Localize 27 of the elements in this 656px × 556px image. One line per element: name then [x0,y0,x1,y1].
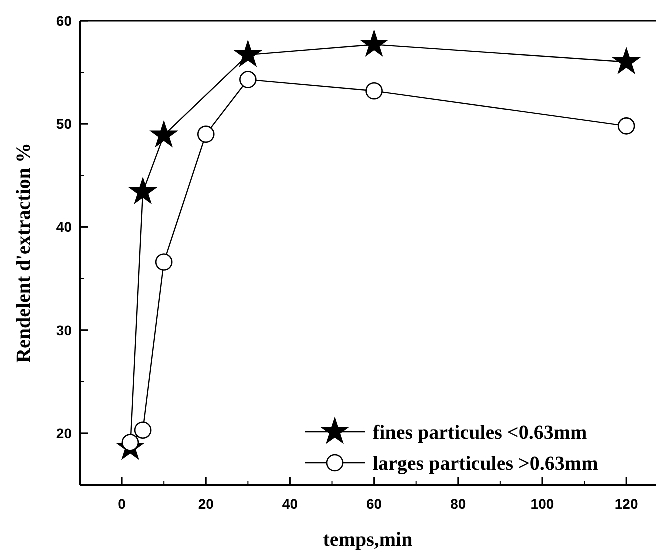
point [150,120,179,148]
y-tick-label: 30 [56,322,72,338]
y-tick-label: 20 [56,425,72,442]
point [155,254,173,271]
point [612,47,642,75]
legend-label: fines particules <0.63mm [373,422,588,444]
x-tick-label: 60 [366,496,382,512]
point [128,176,158,204]
x-tick-label: 120 [614,496,638,512]
x-tick-label: 20 [198,496,214,512]
point [360,29,389,58]
y-tick-label: 40 [56,219,72,236]
y-tick-label: 50 [56,116,72,132]
point [197,126,215,144]
point [366,82,383,100]
x-tick-label: 40 [282,496,298,512]
y-axis-title: Rendelent d'extraction % [13,143,35,363]
point [618,118,636,135]
x-tick-label: 0 [118,496,126,512]
y-tick-label: 60 [56,13,72,29]
x-tick-label: 80 [450,496,466,512]
point [234,40,263,68]
legend-label: larges particules >0.63mm [373,453,599,475]
x-axis-title: temps,min [323,529,413,551]
point [240,71,257,88]
point [134,422,152,439]
x-tick-label: 100 [530,496,554,512]
